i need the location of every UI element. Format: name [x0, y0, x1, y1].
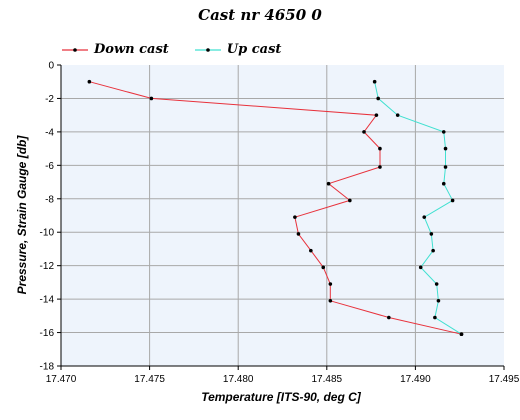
data-point-down-cast [378, 165, 382, 169]
chart-title: Cast nr 4650 0 [198, 6, 322, 24]
series-layer [87, 79, 464, 337]
data-point-down-cast [326, 181, 331, 186]
y-tick-label: -2 [45, 94, 54, 105]
data-point-up-cast [443, 165, 448, 169]
series-line-down-cast [89, 81, 462, 335]
plot-background [61, 65, 504, 366]
data-point-down-cast [378, 146, 382, 151]
y-tick-label: -16 [40, 328, 55, 339]
data-point-down-cast [387, 315, 391, 320]
data-point-up-cast [372, 79, 377, 84]
y-tick-label: -12 [40, 261, 55, 272]
x-tick-label: 17.495 [489, 374, 520, 385]
legend-swatch-down-cast [62, 47, 88, 52]
y-tick-label: -18 [40, 362, 55, 373]
data-point-up-cast [450, 198, 455, 203]
y-tick-label: -8 [45, 194, 54, 205]
y-axis-title: Pressure, Strain Gauge [db] [15, 135, 29, 295]
data-point-up-cast [395, 113, 400, 117]
x-tick-label: 17.480 [223, 374, 254, 385]
data-point-down-cast [87, 79, 92, 84]
legend: Down cast Up cast [62, 42, 281, 57]
data-point-up-cast [443, 146, 448, 151]
y-tick-label: -6 [45, 161, 54, 172]
y-tick-label: 0 [48, 61, 54, 72]
data-point-up-cast [422, 215, 427, 219]
data-point-down-cast [362, 130, 366, 134]
data-point-down-cast [328, 282, 333, 286]
data-point-up-cast [436, 298, 441, 303]
data-point-up-cast [431, 248, 435, 253]
x-tick-label: 17.490 [400, 374, 431, 385]
x-tick-label: 17.485 [312, 374, 343, 385]
y-tick-label: -4 [45, 127, 54, 138]
x-tick-label: 17.475 [134, 374, 165, 385]
x-axis-title: Temperature [ITS-90, deg C] [201, 390, 362, 404]
data-point-down-cast [296, 232, 301, 236]
x-axis-ticks: 17.470 17.475 17.480 17.485 17.490 17.495 [46, 366, 520, 385]
data-point-up-cast [441, 181, 446, 186]
data-point-up-cast [441, 130, 446, 134]
y-tick-label: -10 [40, 228, 55, 239]
data-point-up-cast [459, 332, 464, 337]
data-point-down-cast [374, 113, 379, 117]
y-axis-ticks: 0 -2 -4 -6 -8 -10 -12 -14 -16 -18 [40, 61, 61, 373]
series-down-cast [87, 79, 464, 337]
data-point-down-cast [293, 215, 297, 219]
legend-entry-down-cast: Down cast [62, 42, 169, 57]
legend-entry-up-cast: Up cast [194, 42, 282, 57]
data-point-up-cast [418, 265, 423, 270]
data-point-down-cast [348, 198, 352, 203]
legend-swatch-up-cast [194, 47, 221, 52]
data-point-up-cast [376, 96, 380, 101]
data-point-down-cast [328, 298, 333, 303]
series-line-up-cast [374, 81, 462, 335]
series-up-cast [372, 79, 464, 337]
legend-label-down-cast: Down cast [94, 42, 169, 57]
x-tick-label: 17.470 [46, 374, 77, 385]
data-point-down-cast [149, 96, 154, 101]
legend-label-up-cast: Up cast [226, 42, 282, 57]
data-point-down-cast [321, 265, 326, 270]
grid [61, 65, 504, 366]
data-point-up-cast [434, 282, 439, 286]
data-point-up-cast [429, 232, 434, 236]
data-point-up-cast [433, 315, 437, 320]
data-point-down-cast [309, 248, 313, 253]
y-tick-label: -14 [40, 295, 55, 306]
plot-area [61, 65, 504, 366]
axes [60, 65, 504, 367]
